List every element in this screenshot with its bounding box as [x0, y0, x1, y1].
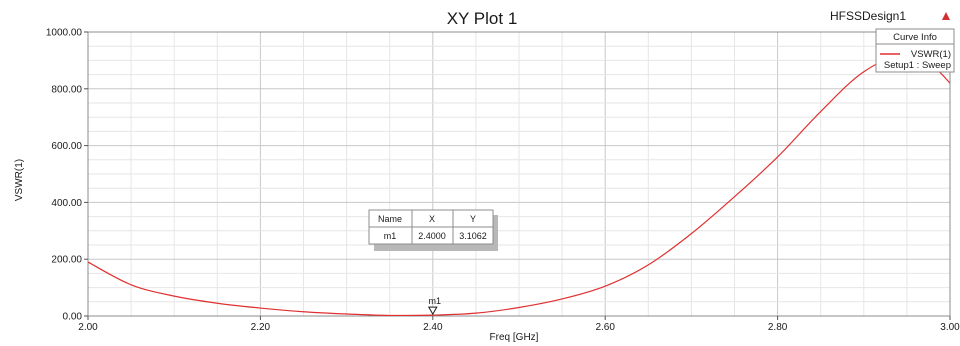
- x-tick-label: 2.00: [78, 322, 98, 333]
- y-tick-label: 200.00: [51, 255, 82, 266]
- design-name: HFSSDesign1: [830, 9, 906, 23]
- legend-entry-name: VSWR(1): [911, 49, 951, 60]
- y-tick-label: 800.00: [51, 84, 82, 95]
- y-tick-label: 1000.00: [46, 28, 83, 39]
- marker-table[interactable]: Name X Y m1 2.4000 3.1062: [368, 209, 498, 251]
- y-axis-label: VSWR(1): [14, 159, 25, 201]
- marker-table-header: X: [429, 214, 435, 224]
- y-tick-label: 0.00: [63, 312, 83, 323]
- marker-table-header: Y: [470, 214, 476, 224]
- x-tick-label: 2.20: [251, 322, 271, 333]
- marker-table-cell: m1: [384, 231, 397, 241]
- series-line-vswr-1: [88, 52, 950, 316]
- x-tick-label: 2.40: [423, 322, 443, 333]
- y-axis-ticks: 0.00 200.00 400.00 600.00 800.00 1000.00: [46, 28, 88, 323]
- x-tick-label: 2.80: [768, 322, 788, 333]
- marker-triangle-icon[interactable]: [427, 306, 438, 316]
- x-tick-label: 3.00: [940, 322, 960, 333]
- plot-frame: [87, 31, 951, 317]
- marker-table-cell: 3.1062: [459, 231, 487, 241]
- plot-title: XY Plot 1: [447, 9, 518, 28]
- legend-title: Curve Info: [893, 32, 937, 43]
- legend-bg: [875, 28, 955, 73]
- x-tick-label: 2.60: [595, 322, 615, 333]
- grid: [87, 31, 951, 317]
- x-axis-ticks: 2.00 2.20 2.40 2.60 2.80 3.00: [78, 316, 960, 333]
- marker-m1[interactable]: m1: [427, 296, 442, 316]
- series-layer: [88, 52, 950, 316]
- legend[interactable]: Curve Info VSWR(1) Setup1 : Sweep: [875, 28, 955, 73]
- y-tick-label: 600.00: [51, 141, 82, 152]
- marker-label: m1: [429, 296, 442, 306]
- legend-entry-subtitle: Setup1 : Sweep: [884, 60, 951, 71]
- y-tick-label: 400.00: [51, 198, 82, 209]
- marker-table-header: Name: [378, 214, 402, 224]
- design-logo-icon: [942, 12, 950, 20]
- x-axis-label: Freq [GHz]: [490, 332, 539, 343]
- marker-table-cell: 2.4000: [418, 231, 446, 241]
